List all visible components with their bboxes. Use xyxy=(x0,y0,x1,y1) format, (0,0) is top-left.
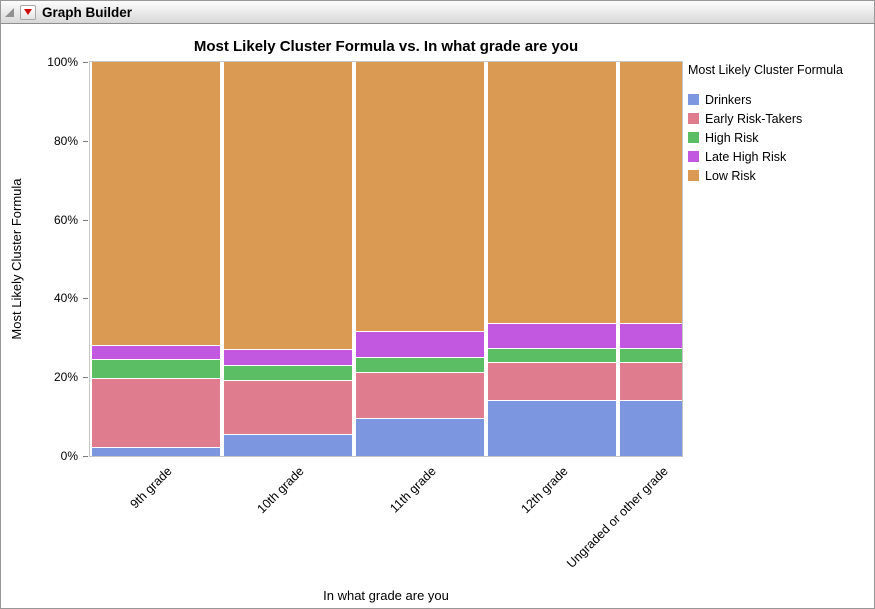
segment-low-risk-ungraded-or-other-grade[interactable] xyxy=(620,62,682,325)
y-tick-label-20: 20% xyxy=(53,370,78,384)
x-tick-label-ungraded-or-other-grade: Ungraded or other grade xyxy=(563,464,671,571)
bar-10th-grade[interactable] xyxy=(224,62,352,456)
red-triangle-menu-button[interactable] xyxy=(20,4,36,20)
legend-label-low-risk: Low Risk xyxy=(705,168,756,183)
bar-12th-grade[interactable] xyxy=(488,62,616,456)
legend-items: Drinkers Early Risk-Takers High Risk Late H… xyxy=(688,90,872,185)
outline-disclosure-icon[interactable] xyxy=(5,7,14,17)
segment-late-high-risk-10th-grade[interactable] xyxy=(224,349,352,367)
legend-item-early-risk-takers[interactable]: Early Risk-Takers xyxy=(688,109,872,128)
y-tick-label-60: 60% xyxy=(53,213,78,227)
segment-high-risk-ungraded-or-other-grade[interactable] xyxy=(620,348,682,364)
segment-high-risk-11th-grade[interactable] xyxy=(356,358,484,374)
x-tick-label-12th-grade: 12th grade xyxy=(518,464,571,517)
segment-early-risk-takers-9th-grade[interactable] xyxy=(92,378,220,449)
chart-title[interactable]: Most Likely Cluster Formula vs. In what … xyxy=(193,38,579,55)
y-tick-mark xyxy=(83,62,88,63)
x-axis-title[interactable]: In what grade are you xyxy=(323,588,449,603)
segment-drinkers-9th-grade[interactable] xyxy=(92,448,220,456)
red-triangle-icon xyxy=(24,9,32,15)
y-tick-label-100: 100% xyxy=(47,55,78,69)
y-tick-mark xyxy=(83,141,88,142)
segment-early-risk-takers-ungraded-or-other-grade[interactable] xyxy=(620,363,682,402)
bar-ungraded-or-other-grade[interactable] xyxy=(620,62,682,456)
x-tick-label-10th-grade: 10th grade xyxy=(254,464,307,517)
y-tick-label-40: 40% xyxy=(53,291,78,305)
segment-drinkers-11th-grade[interactable] xyxy=(356,418,484,456)
y-tick-mark xyxy=(83,377,88,378)
segment-high-risk-9th-grade[interactable] xyxy=(92,360,220,379)
legend-item-drinkers[interactable]: Drinkers xyxy=(688,90,872,109)
segment-low-risk-10th-grade[interactable] xyxy=(224,62,352,350)
segment-drinkers-10th-grade[interactable] xyxy=(224,434,352,456)
legend-label-drinkers: Drinkers xyxy=(705,92,752,107)
y-axis: 0% 20% 40% 60% 80% 100% xyxy=(1,55,89,463)
legend-title: Most Likely Cluster Formula xyxy=(688,63,843,77)
legend-item-low-risk[interactable]: Low Risk xyxy=(688,166,872,185)
legend-label-early-risk-takers: Early Risk-Takers xyxy=(705,111,803,126)
segment-early-risk-takers-11th-grade[interactable] xyxy=(356,373,484,419)
legend-label-high-risk: High Risk xyxy=(705,130,759,145)
segment-high-risk-10th-grade[interactable] xyxy=(224,366,352,381)
legend: Most Likely Cluster Formula Drinkers Earl… xyxy=(688,63,872,185)
legend-swatch-early-risk-takers xyxy=(688,113,699,124)
plot-area xyxy=(89,61,683,457)
segment-early-risk-takers-10th-grade[interactable] xyxy=(224,380,352,435)
segment-low-risk-11th-grade[interactable] xyxy=(356,62,484,333)
y-tick-label-80: 80% xyxy=(53,134,78,148)
segment-drinkers-12th-grade[interactable] xyxy=(488,401,616,456)
legend-swatch-high-risk xyxy=(688,132,699,143)
x-axis-tick-labels: 9th grade 10th grade 11th grade 12th grade U… xyxy=(89,458,683,584)
y-tick-mark xyxy=(83,298,88,299)
segment-low-risk-12th-grade[interactable] xyxy=(488,62,616,325)
y-tick-mark xyxy=(83,220,88,221)
x-tick-label-9th-grade: 9th grade xyxy=(127,464,175,512)
window-title: Graph Builder xyxy=(42,4,133,20)
segment-early-risk-takers-12th-grade[interactable] xyxy=(488,363,616,402)
segment-late-high-risk-12th-grade[interactable] xyxy=(488,324,616,349)
legend-label-late-high-risk: Late High Risk xyxy=(705,149,787,164)
bar-9th-grade[interactable] xyxy=(92,62,220,456)
y-tick-mark xyxy=(83,456,88,457)
bar-11th-grade[interactable] xyxy=(356,62,484,456)
segment-high-risk-12th-grade[interactable] xyxy=(488,348,616,364)
x-tick-label-11th-grade: 11th grade xyxy=(387,464,439,516)
legend-swatch-late-high-risk xyxy=(688,151,699,162)
legend-swatch-drinkers xyxy=(688,94,699,105)
y-tick-label-0: 0% xyxy=(60,449,78,463)
legend-item-high-risk[interactable]: High Risk xyxy=(688,128,872,147)
legend-item-late-high-risk[interactable]: Late High Risk xyxy=(688,147,872,166)
segment-low-risk-9th-grade[interactable] xyxy=(92,62,220,346)
segment-late-high-risk-9th-grade[interactable] xyxy=(92,345,220,361)
segment-late-high-risk-ungraded-or-other-grade[interactable] xyxy=(620,324,682,349)
legend-swatch-low-risk xyxy=(688,170,699,181)
segment-late-high-risk-11th-grade[interactable] xyxy=(356,332,484,359)
outline-title-bar: Graph Builder xyxy=(1,1,874,24)
segment-drinkers-ungraded-or-other-grade[interactable] xyxy=(620,401,682,456)
